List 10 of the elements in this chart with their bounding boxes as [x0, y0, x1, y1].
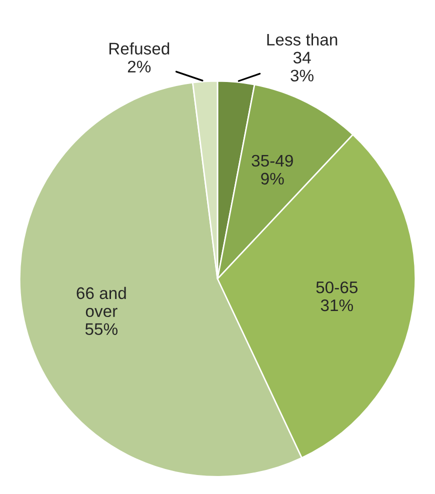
data-label: 3% [290, 70, 314, 82]
data-label: 2% [128, 60, 151, 72]
slice-label: 35-49 [252, 154, 293, 167]
data-label: 31% [320, 299, 353, 312]
data-label: 9% [261, 172, 284, 185]
slice-label: Less than 34 [267, 33, 338, 64]
slice-label: Refused [109, 42, 170, 55]
data-label: 55% [85, 323, 118, 336]
slice-label: 50-65 [316, 281, 358, 294]
slice-label: 66 and over [76, 286, 126, 318]
